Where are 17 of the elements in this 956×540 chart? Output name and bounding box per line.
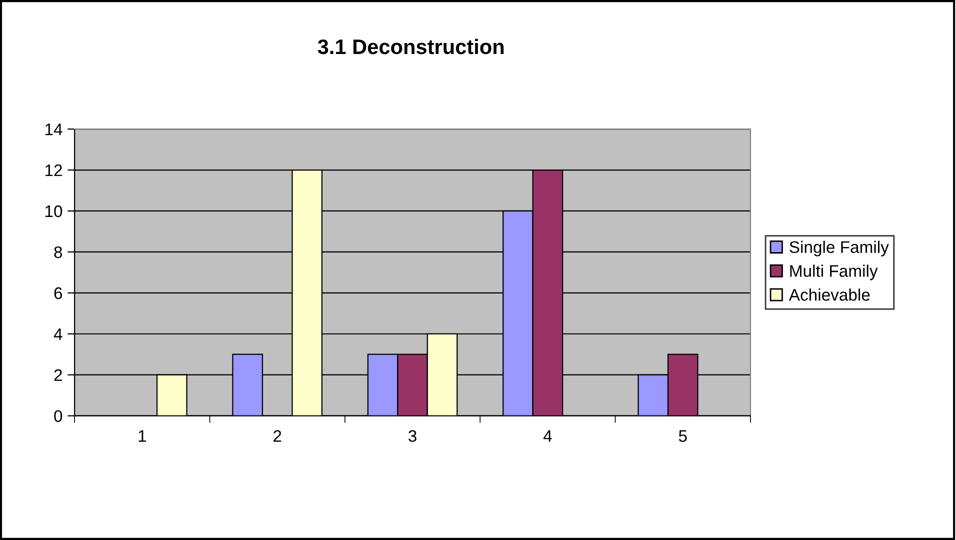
y-tick-label: 6 bbox=[54, 287, 62, 300]
y-tick-label: 10 bbox=[45, 205, 62, 218]
x-tick-label: 5 bbox=[678, 430, 687, 442]
y-tick-label: 14 bbox=[45, 124, 62, 136]
legend-label: Multi Family bbox=[790, 264, 878, 280]
y-tick-label: 12 bbox=[45, 164, 62, 176]
legend-label: Single Family bbox=[790, 240, 889, 256]
x-tick-label: 4 bbox=[543, 430, 552, 442]
y-tick-label: 2 bbox=[54, 369, 62, 381]
x-tick-label: 2 bbox=[274, 430, 282, 442]
chart-title: 3.1 Deconstruction bbox=[318, 38, 504, 54]
y-tick-label: 0 bbox=[54, 410, 62, 422]
legend-label: Achievable bbox=[788, 288, 870, 301]
y-tick-label: 8 bbox=[54, 246, 62, 258]
x-tick-label: 1 bbox=[138, 430, 146, 442]
y-tick-label: 4 bbox=[54, 328, 62, 340]
x-tick-label: 3 bbox=[408, 430, 416, 442]
